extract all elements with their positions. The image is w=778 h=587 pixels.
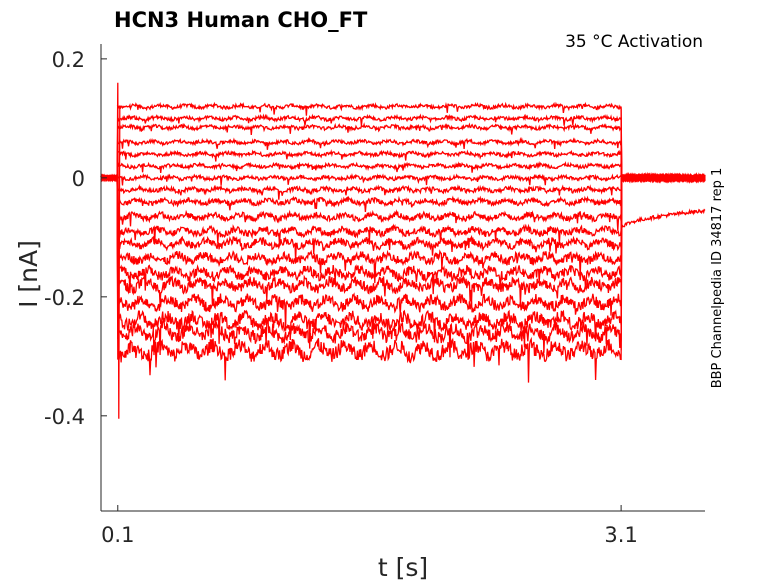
y-tick-label: 0.2 [52,48,85,72]
current-trace [100,173,706,360]
current-trace [100,160,706,184]
y-tick-label: -0.2 [44,286,85,310]
current-trace [101,174,706,383]
current-trace [100,171,706,186]
y-ticks: 0.2 0 -0.2 -0.4 [44,48,107,429]
chart-subtitle: 35 °C Activation [565,32,703,52]
current-trace [100,172,706,306]
y-axis-label: I [nA] [14,240,43,308]
current-trace [100,172,706,262]
current-trace [100,173,706,349]
current-trace [100,172,706,329]
x-axis-label: t [s] [378,553,428,582]
current-trace [100,122,706,184]
x-tick-label: 3.1 [604,523,637,547]
current-trace [100,172,706,200]
traces-group [100,82,706,419]
current-trace [100,149,706,184]
current-trace [100,172,706,284]
current-trace [100,171,706,295]
side-label: BBP Channelpedia ID 34817 rep 1 [710,168,725,389]
y-tick-label: 0 [72,167,85,191]
current-trace [100,82,706,419]
current-trace [100,172,706,246]
current-trace [100,113,706,184]
x-tick-label: 0.1 [101,523,134,547]
x-ticks: 0.1 3.1 [101,505,638,547]
current-trace [100,172,706,231]
y-tick-label: -0.4 [44,405,85,429]
chart-title: HCN3 Human CHO_FT [114,8,368,32]
current-trace [100,172,706,213]
current-trace [100,136,706,184]
axes-group [100,44,705,512]
